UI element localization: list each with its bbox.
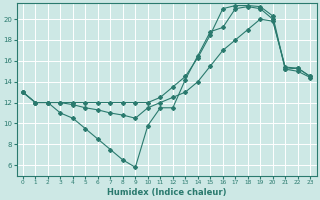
X-axis label: Humidex (Indice chaleur): Humidex (Indice chaleur) [107,188,226,197]
